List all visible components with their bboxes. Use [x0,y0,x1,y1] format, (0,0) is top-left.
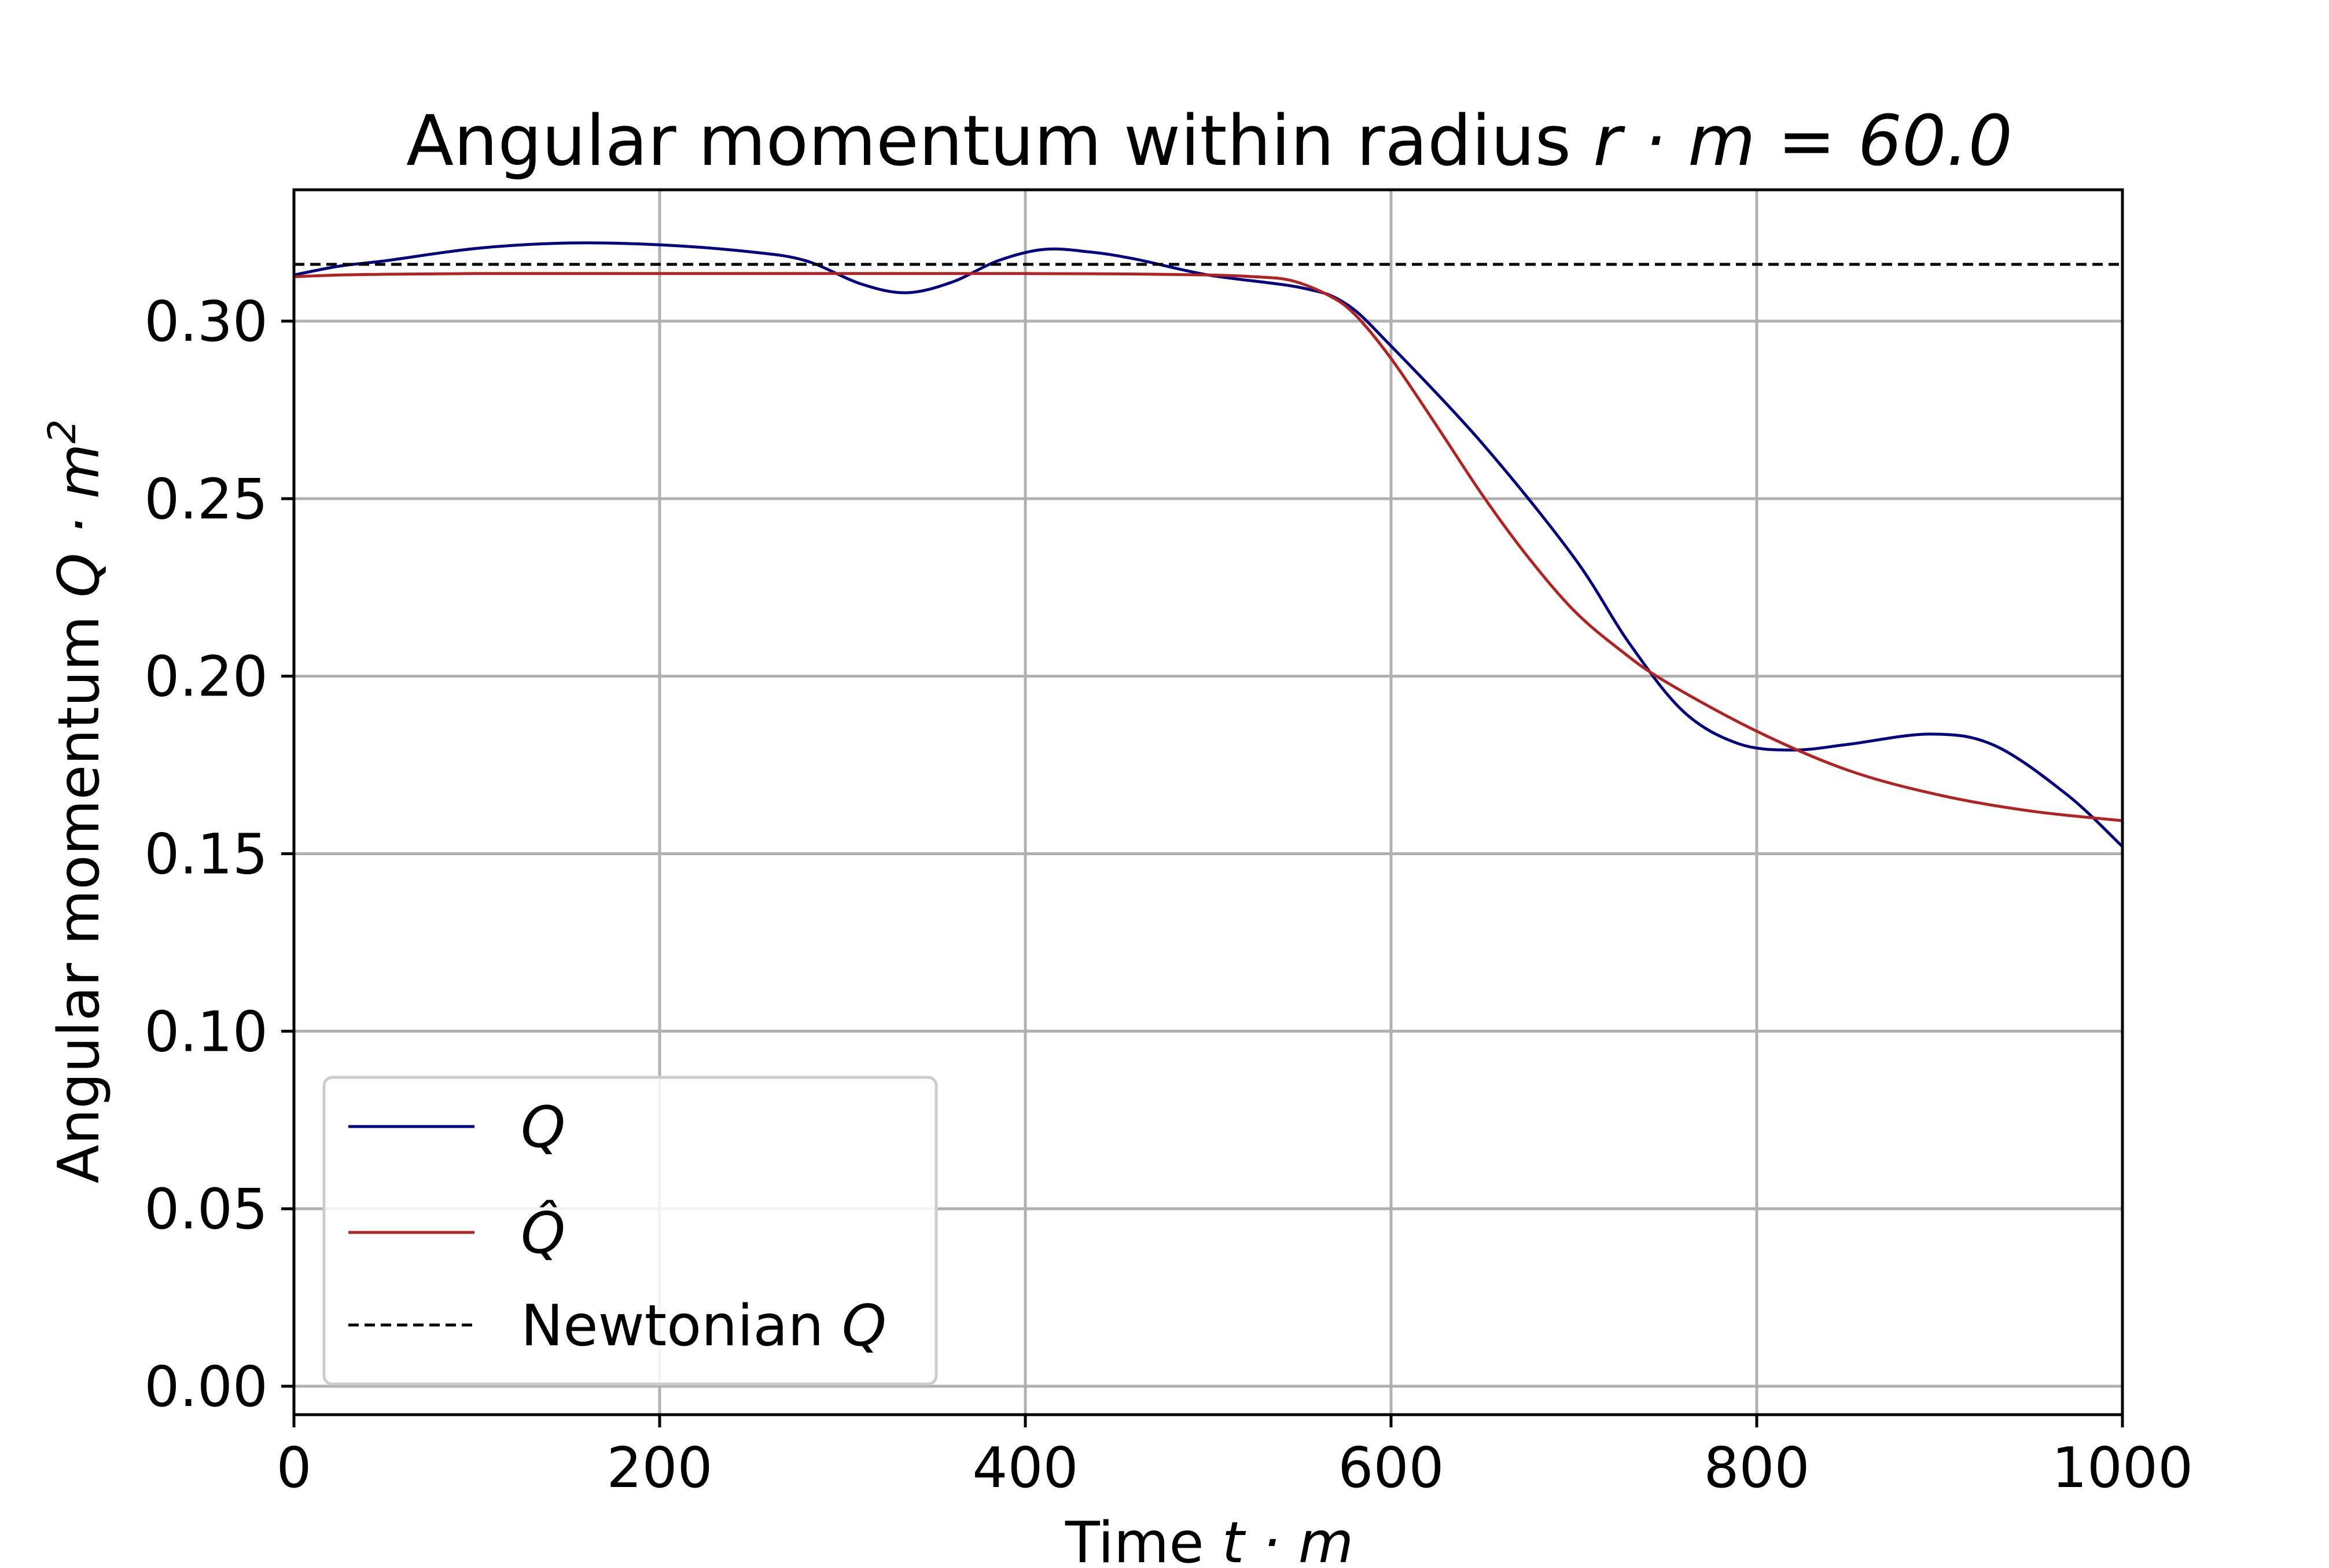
y-axis-label-math: Q · m [46,444,112,598]
legend-label-q: Q [521,1095,565,1161]
y-tick-label: 0.25 [144,467,268,532]
y-tick-label: 0.10 [144,999,268,1064]
chart-title-math: r · m = 60.0 [1593,101,2012,182]
y-tick-label: 0.00 [144,1354,268,1419]
y-tick-label: 0.20 [144,645,268,709]
series-q-line [293,241,2124,848]
series-q-hat-line [293,272,2123,822]
y-tick-label: 0.15 [144,822,268,886]
x-tick-label: 400 [972,1436,1078,1500]
x-tick-label: 800 [1703,1436,1809,1500]
x-tick-label: 0 [276,1436,311,1500]
legend-label-q-hat: Q̂ [521,1199,565,1267]
legend-box [322,1076,938,1386]
y-axis-label-sup: 2 [40,419,84,444]
x-axis-label-text: Time [1065,1510,1222,1568]
plot-frame [292,188,2124,1416]
y-tick-label: 0.30 [144,289,268,354]
y-tick-label: 0.05 [144,1177,268,1242]
chart-title-text: Angular momentum within radius [406,101,1593,182]
y-axis-label-text: Angular momentum [46,598,112,1184]
x-tick-label: 200 [606,1436,712,1500]
x-tick-label: 1000 [2052,1436,2193,1500]
legend-label-newtonian: Newtonian Q [521,1293,886,1359]
legend: Q Q̂ Newtonian Q [322,1076,938,1386]
x-tick-label: 600 [1338,1436,1444,1500]
y-axis-label: Angular momentum Q · m2 [40,419,112,1184]
axis-ticks: 0 200 400 600 800 1000 0.00 0.05 0.10 0.15 0.20 0.2… [144,289,2193,1500]
x-axis-label-math: t · m [1222,1510,1353,1568]
chart-title: Angular momentum within radius r · m = 6… [406,101,2012,182]
x-axis-label: Time t · m [1065,1510,1353,1568]
series-lines [293,241,2124,848]
legend-label-newtonian-text: Newtonian [521,1293,842,1359]
legend-label-newtonian-math: Q [842,1293,886,1359]
